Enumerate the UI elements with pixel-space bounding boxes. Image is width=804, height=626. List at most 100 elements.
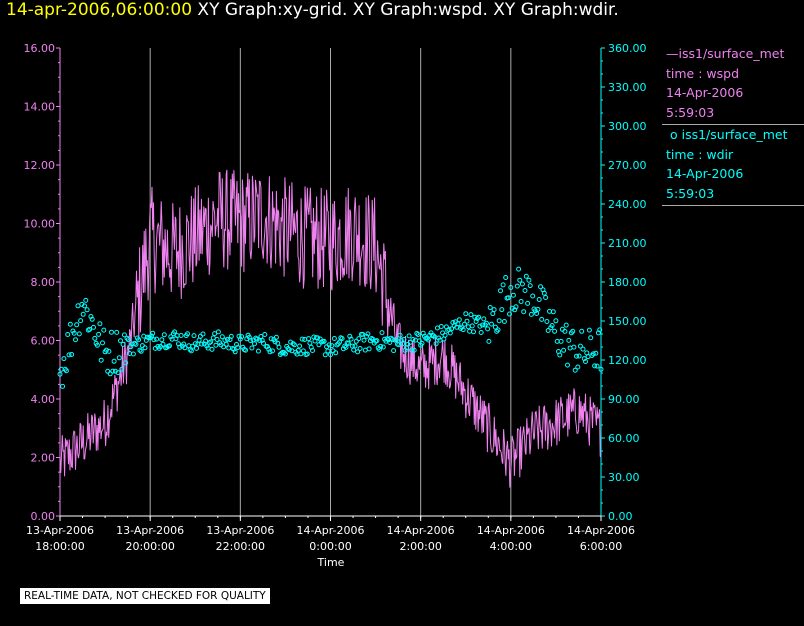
series-point-wdir [342,343,348,349]
series-point-wdir [397,332,403,338]
series-point-wdir [88,314,94,319]
series-point-wdir [297,343,303,349]
series-point-wdir [391,348,397,354]
series-point-wdir [328,352,333,358]
legend-wspd-line2: time : wspd [666,65,740,81]
series-point-wdir [199,341,205,347]
series-point-wdir [458,325,464,331]
series-point-wdir [489,321,494,327]
series-point-wdir [128,344,134,350]
series-point-wdir [248,338,254,344]
graph-title: 14-apr-2006,06:00:00 XY Graph:xy-grid. X… [6,0,619,20]
series-point-wdir [346,340,351,346]
series-point-wdir [462,321,467,327]
x-tick-time-5: 4:00:00 [490,540,532,553]
series-point-wdir [490,311,496,317]
left-tick-label-6: 12.00 [24,159,56,172]
series-point-wdir [223,341,229,347]
series-point-wdir [356,336,362,342]
x-tick-date-4: 14-Apr-2006 [387,524,455,537]
series-point-wdir [416,338,422,344]
series-point-wdir [588,335,594,341]
x-tick-date-3: 14-Apr-2006 [296,524,364,537]
series-point-wdir [154,336,160,342]
series-point-wdir [579,328,585,334]
series-point-wdir [236,333,242,339]
series-point-wdir [258,334,264,339]
series-point-wdir [61,356,67,362]
series-point-wdir [215,329,221,335]
x-tick-time-4: 2:00:00 [399,540,441,553]
series-point-wdir [151,337,157,343]
series-point-wdir [262,332,268,337]
series-point-wdir [161,332,167,338]
right-tick-label-6: 180.00 [608,276,647,289]
series-point-wdir [481,316,487,322]
series-point-wdir [526,277,532,283]
series-point-wdir [468,312,474,318]
series-point-wdir [178,333,184,338]
series-point-wdir [133,341,139,347]
series-point-wdir [316,342,322,348]
series-point-wdir [558,338,564,344]
series-point-wdir [136,337,142,343]
series-point-wdir [570,328,576,334]
series-point-wdir [483,320,489,326]
series-point-wdir [409,347,415,353]
series-point-wdir [231,346,237,352]
series-point-wdir [380,344,386,350]
series-point-wdir [593,350,599,356]
series-point-wdir [543,295,549,300]
series-point-wdir [465,324,471,330]
series-point-wdir [159,337,165,343]
series-point-wdir [286,347,292,353]
series-point-wdir [440,330,446,336]
series-point-wdir [103,347,109,353]
legend: —iss1/surface_met time : wspd 14-Apr-200… [662,44,804,206]
right-tick-label-2: 60.00 [608,432,640,445]
series-point-wdir [186,343,192,349]
x-tick-time-6: 6:00:00 [580,540,622,553]
series-point-wdir [125,337,131,343]
series-point-wdir [353,338,359,344]
series-point-wdir [495,327,501,333]
series-point-wdir [172,329,178,335]
series-point-wdir [329,343,335,349]
series-point-wdir [343,344,349,350]
series-point-wdir [67,321,73,327]
series-point-wdir [69,352,75,357]
series-point-wdir [513,304,519,310]
series-point-wdir [527,283,533,289]
series-point-wdir [76,331,82,337]
series-point-wdir [374,338,380,344]
series-point-wdir [460,327,466,333]
series-point-wdir [111,358,117,364]
series-point-wdir [485,326,491,332]
series-point-wdir [249,345,255,351]
series-point-wdir [352,343,358,349]
series-point-wdir [563,322,569,328]
series-point-wdir [508,285,514,290]
x-tick-time-3: 0:00:00 [309,540,351,553]
series-point-wdir [268,336,274,342]
series-point-wdir [149,333,154,339]
series-point-wdir [572,367,578,373]
series-point-wdir [528,311,534,317]
legend-wspd: —iss1/surface_met time : wspd 14-Apr-200… [662,44,804,125]
series-point-wdir [447,330,453,336]
legend-wspd-line3: 14-Apr-2006 [666,85,744,100]
right-tick-label-8: 240.00 [608,198,647,211]
legend-wspd-line4: 5:59:03 [666,104,715,120]
series-point-wdir [91,324,96,330]
series [57,169,604,488]
series-point-wdir [192,341,198,347]
series-point-wdir [473,319,479,324]
series-point-wdir [351,347,357,353]
series-point-wdir [261,340,266,346]
series-point-wdir [322,352,328,358]
legend-wdir-line4: 5:59:03 [666,185,715,201]
series-point-wdir [366,346,372,352]
series-point-wdir [517,277,523,283]
series-point-wdir [575,364,581,370]
series-point-wdir [98,357,104,363]
